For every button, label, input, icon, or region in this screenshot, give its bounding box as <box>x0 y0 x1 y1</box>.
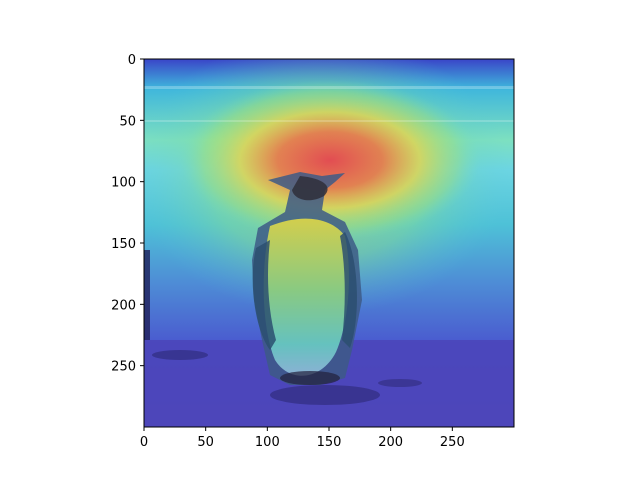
x-tick-label: 150 <box>317 435 342 450</box>
y-axis: 0 50 100 150 200 250 <box>111 53 144 375</box>
x-tick-label: 250 <box>440 435 465 450</box>
heatmap-image <box>144 59 514 427</box>
y-tick-label: 50 <box>119 114 136 129</box>
y-tick-label: 250 <box>111 360 136 375</box>
y-tick-label: 100 <box>111 176 136 191</box>
x-tick-label: 200 <box>378 435 403 450</box>
penguin-silhouette <box>252 172 362 385</box>
y-tick-label: 200 <box>111 298 136 313</box>
y-tick-label: 0 <box>128 53 136 68</box>
x-tick-label: 0 <box>140 435 148 450</box>
x-axis: 0 50 100 150 200 250 <box>140 427 465 450</box>
x-tick-label: 100 <box>255 435 280 450</box>
x-tick-label: 50 <box>197 435 214 450</box>
y-tick-label: 150 <box>111 237 136 252</box>
